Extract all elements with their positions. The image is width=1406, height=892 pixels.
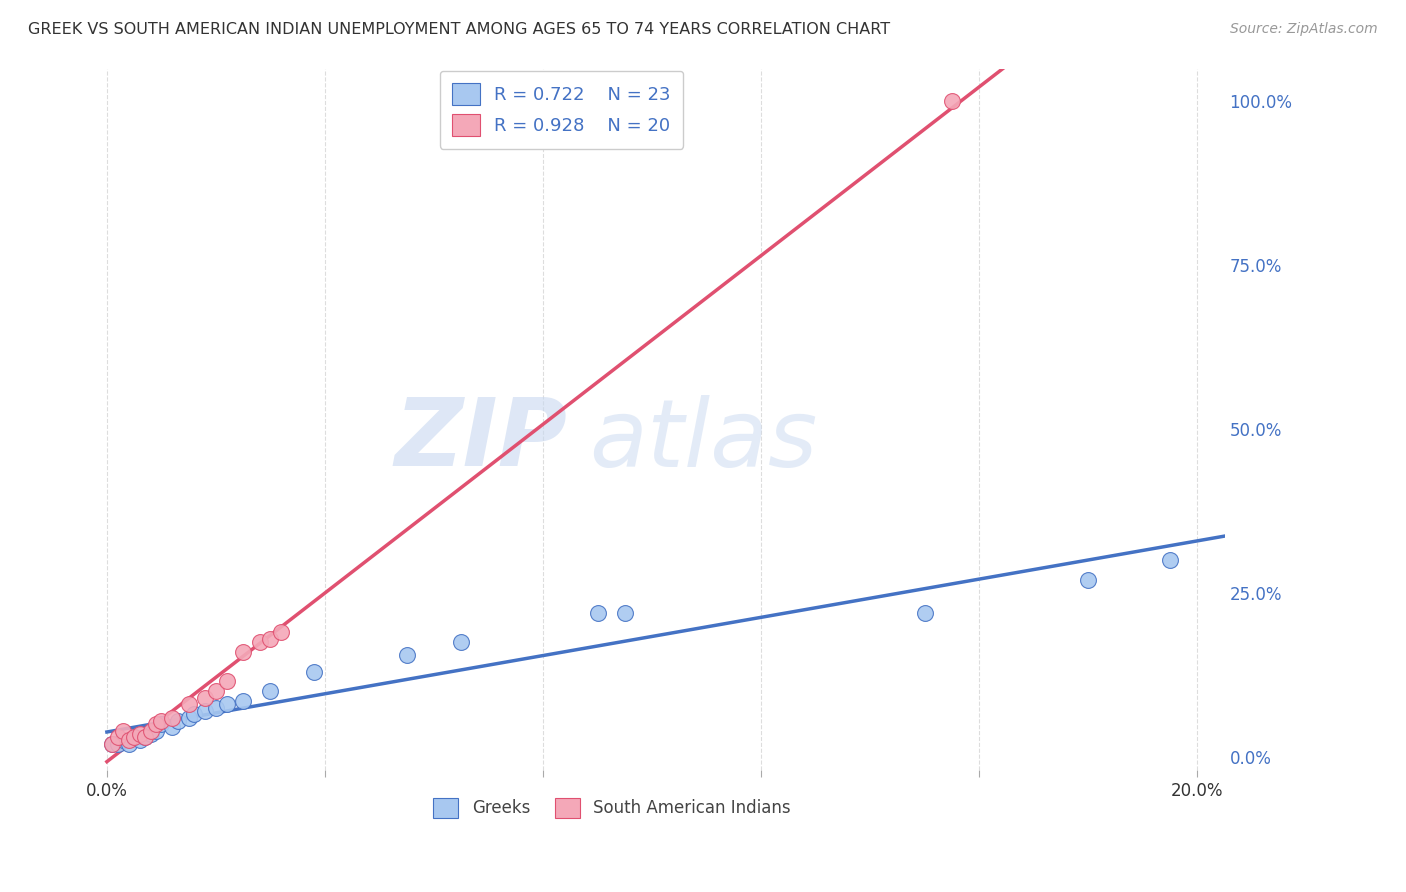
Point [941,95,963,109]
Point [101,737,124,751]
Legend: Greeks, South American Indians: Greeks, South American Indians [427,791,797,825]
Point [139,727,162,741]
Point [183,707,205,722]
Point [215,674,238,689]
Point [145,723,167,738]
Point [128,727,150,741]
Text: atlas: atlas [589,395,818,486]
Point [128,733,150,747]
Point [613,606,636,620]
Point [215,698,238,712]
Point [134,730,156,744]
Point [205,700,228,714]
Text: ZIP: ZIP [394,394,567,486]
Point [249,635,271,649]
Point [162,710,184,724]
Point [107,730,129,744]
Point [162,720,184,734]
Point [177,698,200,712]
Point [118,733,141,747]
Point [118,737,141,751]
Point [259,684,281,698]
Point [166,714,188,728]
Point [302,665,325,679]
Point [145,717,167,731]
Point [194,704,217,718]
Point [177,710,200,724]
Point [259,632,281,646]
Point [139,723,162,738]
Point [205,684,228,698]
Point [586,606,609,620]
Point [1077,573,1099,587]
Point [450,635,472,649]
Text: Source: ZipAtlas.com: Source: ZipAtlas.com [1230,22,1378,37]
Point [122,730,145,744]
Point [150,714,173,728]
Point [101,737,124,751]
Point [395,648,418,663]
Point [112,723,135,738]
Point [112,733,135,747]
Text: GREEK VS SOUTH AMERICAN INDIAN UNEMPLOYMENT AMONG AGES 65 TO 74 YEARS CORRELATIO: GREEK VS SOUTH AMERICAN INDIAN UNEMPLOYM… [28,22,890,37]
Point [107,737,129,751]
Point [232,645,254,659]
Point [232,694,254,708]
Point [914,606,936,620]
Point [1159,553,1181,567]
Point [270,625,292,640]
Point [122,730,145,744]
Point [150,717,173,731]
Point [134,730,156,744]
Point [194,690,217,705]
